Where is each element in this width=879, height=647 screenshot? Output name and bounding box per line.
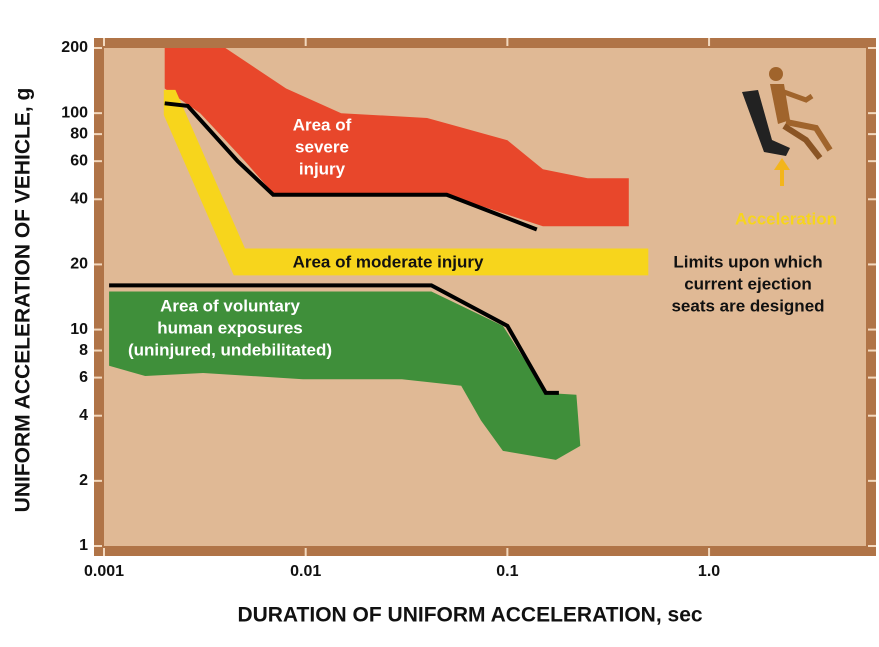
- limit-line: [109, 283, 559, 395]
- y-tick-label: 100: [61, 104, 88, 121]
- y-tick-label: 200: [61, 39, 88, 56]
- region-label: Area of: [293, 115, 352, 134]
- y-tick-label: 8: [79, 342, 88, 359]
- region-label: seats are designed: [671, 296, 824, 315]
- y-tick-label: 1: [79, 537, 88, 554]
- region: [109, 291, 581, 460]
- x-tick-label: 0.01: [290, 563, 321, 580]
- y-tick-label: 80: [70, 125, 88, 142]
- region-label: human exposures: [157, 318, 303, 337]
- region-label: current ejection: [684, 274, 812, 293]
- region-label: Area of voluntary: [160, 296, 300, 315]
- limit-line: [164, 101, 538, 232]
- y-tick-label: 20: [70, 256, 88, 273]
- region-label: Limits upon which: [673, 252, 822, 271]
- plot-layer: [109, 48, 649, 460]
- x-axis-title: DURATION OF UNIFORM ACCELERATION, sec: [237, 604, 702, 627]
- region-label: injury: [299, 159, 346, 178]
- y-tick-label: 40: [70, 190, 88, 207]
- annotation: Acceleration: [735, 209, 837, 228]
- seat-figure: [742, 67, 833, 186]
- y-tick-label: 4: [79, 407, 88, 424]
- x-tick-label: 0.001: [84, 563, 124, 580]
- y-tick-label: 10: [70, 321, 88, 338]
- y-tick-label: 2: [79, 472, 88, 489]
- region-label: Area of moderate injury: [293, 252, 484, 271]
- y-tick-label: 60: [70, 152, 88, 169]
- region-label: (uninjured, undebilitated): [128, 340, 332, 359]
- region: [164, 48, 629, 227]
- region: [163, 89, 649, 276]
- x-tick-label: 1.0: [698, 563, 720, 580]
- y-tick-label: 6: [79, 369, 88, 386]
- x-tick-label: 0.1: [496, 563, 518, 580]
- region-label: severe: [295, 137, 349, 156]
- y-axis-title: UNIFORM ACCELERATION OF VEHICLE, g: [12, 88, 35, 513]
